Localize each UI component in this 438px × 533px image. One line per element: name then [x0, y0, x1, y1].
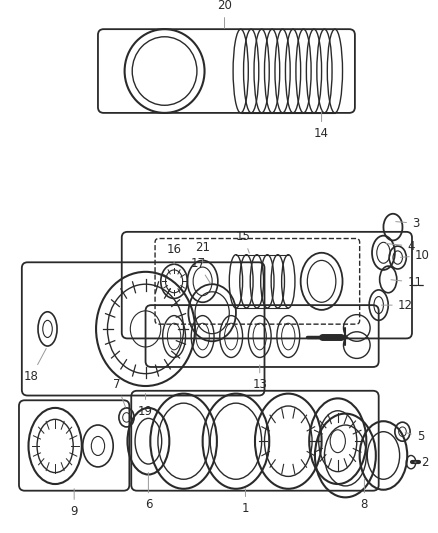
Text: 1: 1 [242, 489, 249, 515]
Text: 5: 5 [405, 430, 424, 443]
Text: 19: 19 [138, 393, 153, 418]
Text: 12: 12 [381, 298, 413, 312]
Text: 18: 18 [24, 349, 46, 383]
Text: 9: 9 [71, 489, 78, 518]
Text: 4: 4 [386, 240, 415, 253]
Text: 20: 20 [217, 0, 232, 28]
Text: 6: 6 [145, 473, 152, 511]
Text: 21: 21 [195, 241, 210, 262]
Text: 14: 14 [314, 111, 329, 140]
Text: 11: 11 [391, 276, 422, 289]
Text: 10: 10 [400, 249, 430, 262]
Text: 13: 13 [252, 365, 267, 391]
Text: 2: 2 [415, 456, 429, 469]
Text: 16: 16 [166, 243, 182, 264]
Text: 7: 7 [113, 378, 126, 407]
Text: 3: 3 [396, 217, 419, 230]
Text: 17: 17 [191, 257, 211, 284]
Text: 15: 15 [236, 230, 251, 253]
Text: 8: 8 [361, 479, 368, 511]
